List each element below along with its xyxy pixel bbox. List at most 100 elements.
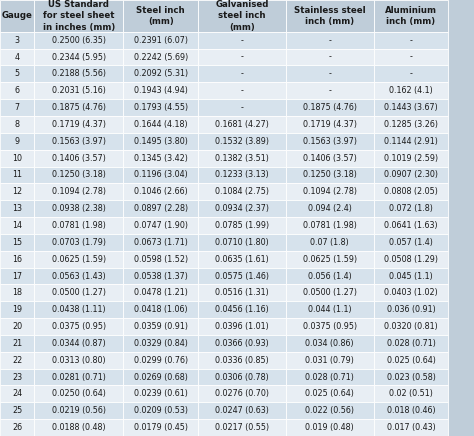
Bar [0, 352, 34, 368]
Bar [0, 99, 34, 116]
Bar [34, 301, 123, 318]
Bar [34, 49, 123, 65]
Text: 0.0403 (1.02): 0.0403 (1.02) [384, 288, 438, 297]
Text: Galvanised
steel inch
(mm): Galvanised steel inch (mm) [215, 0, 269, 31]
Text: 9: 9 [15, 137, 19, 146]
Text: 4: 4 [15, 53, 19, 61]
Text: -: - [240, 36, 244, 45]
Text: 26: 26 [12, 423, 22, 432]
Text: 0.2242 (5.69): 0.2242 (5.69) [134, 53, 188, 61]
Text: -: - [328, 36, 331, 45]
Text: 0.0907 (2.30): 0.0907 (2.30) [384, 170, 438, 180]
Text: 0.2092 (5.31): 0.2092 (5.31) [134, 69, 188, 78]
Text: 0.044 (1.1): 0.044 (1.1) [308, 305, 352, 314]
Text: 0.0641 (1.63): 0.0641 (1.63) [384, 221, 438, 230]
Bar [286, 402, 374, 419]
Bar [286, 301, 374, 318]
Text: 0.1144 (2.91): 0.1144 (2.91) [384, 137, 438, 146]
Bar [198, 352, 286, 368]
Bar [123, 318, 198, 335]
Text: 0.0375 (0.95): 0.0375 (0.95) [52, 322, 106, 331]
Bar [198, 217, 286, 234]
Bar [198, 200, 286, 217]
Bar [123, 99, 198, 116]
Text: 0.0635 (1.61): 0.0635 (1.61) [215, 255, 269, 264]
Text: 0.1250 (3.18): 0.1250 (3.18) [303, 170, 356, 180]
Bar [123, 167, 198, 184]
Text: 0.0478 (1.21): 0.0478 (1.21) [134, 288, 188, 297]
Text: 0.0336 (0.85): 0.0336 (0.85) [215, 356, 269, 365]
Text: 0.0209 (0.53): 0.0209 (0.53) [134, 406, 188, 415]
Text: 0.1196 (3.04): 0.1196 (3.04) [134, 170, 188, 180]
Bar [198, 402, 286, 419]
Text: 0.1406 (3.57): 0.1406 (3.57) [303, 153, 356, 163]
Bar [286, 99, 374, 116]
Text: 0.1875 (4.76): 0.1875 (4.76) [52, 103, 106, 112]
Text: 0.025 (0.64): 0.025 (0.64) [386, 356, 436, 365]
Text: 10: 10 [12, 153, 22, 163]
Text: 0.1094 (2.78): 0.1094 (2.78) [303, 187, 356, 196]
Text: 0.0250 (0.64): 0.0250 (0.64) [52, 389, 106, 399]
Bar [374, 234, 448, 251]
Bar [0, 301, 34, 318]
Text: 0.0747 (1.90): 0.0747 (1.90) [134, 221, 188, 230]
Text: 0.0456 (1.16): 0.0456 (1.16) [215, 305, 269, 314]
Bar [34, 284, 123, 301]
Text: 0.0269 (0.68): 0.0269 (0.68) [134, 372, 188, 382]
Text: 0.0938 (2.38): 0.0938 (2.38) [52, 204, 106, 213]
Bar [123, 234, 198, 251]
Bar [0, 116, 34, 133]
Bar [286, 217, 374, 234]
Text: 0.1793 (4.55): 0.1793 (4.55) [134, 103, 188, 112]
Bar [34, 402, 123, 419]
Text: 0.1406 (3.57): 0.1406 (3.57) [52, 153, 106, 163]
Text: 0.2500 (6.35): 0.2500 (6.35) [52, 36, 106, 45]
Text: 0.0625 (1.59): 0.0625 (1.59) [52, 255, 106, 264]
Bar [123, 116, 198, 133]
Text: 0.0598 (1.52): 0.0598 (1.52) [134, 255, 188, 264]
Bar [0, 368, 34, 385]
Bar [34, 217, 123, 234]
Text: 17: 17 [12, 272, 22, 280]
Text: 0.162 (4.1): 0.162 (4.1) [389, 86, 433, 95]
Text: 0.1250 (3.18): 0.1250 (3.18) [52, 170, 106, 180]
Bar [34, 82, 123, 99]
Text: 0.2344 (5.95): 0.2344 (5.95) [52, 53, 106, 61]
Text: 0.0710 (1.80): 0.0710 (1.80) [215, 238, 269, 247]
Text: 0.1019 (2.59): 0.1019 (2.59) [384, 153, 438, 163]
Bar [123, 217, 198, 234]
Bar [0, 49, 34, 65]
Bar [0, 234, 34, 251]
Text: 0.1233 (3.13): 0.1233 (3.13) [215, 170, 269, 180]
Bar [198, 268, 286, 284]
Bar [0, 318, 34, 335]
Bar [0, 150, 34, 167]
Text: 0.0306 (0.78): 0.0306 (0.78) [215, 372, 269, 382]
Text: 0.1681 (4.27): 0.1681 (4.27) [215, 120, 269, 129]
Bar [374, 284, 448, 301]
Text: 0.0500 (1.27): 0.0500 (1.27) [52, 288, 106, 297]
Text: 25: 25 [12, 406, 22, 415]
Text: 16: 16 [12, 255, 22, 264]
Text: 0.0516 (1.31): 0.0516 (1.31) [215, 288, 269, 297]
Bar [34, 268, 123, 284]
Text: 0.036 (0.91): 0.036 (0.91) [387, 305, 435, 314]
Text: 0.1563 (3.97): 0.1563 (3.97) [52, 137, 106, 146]
Bar [374, 419, 448, 436]
Bar [286, 32, 374, 49]
Text: Aluminium
inch (mm): Aluminium inch (mm) [385, 6, 437, 26]
Text: 0.1084 (2.75): 0.1084 (2.75) [215, 187, 269, 196]
Bar [198, 32, 286, 49]
Bar [0, 184, 34, 200]
Text: 0.057 (1.4): 0.057 (1.4) [389, 238, 433, 247]
Text: 0.1644 (4.18): 0.1644 (4.18) [134, 120, 188, 129]
Text: 13: 13 [12, 204, 22, 213]
Text: 0.0320 (0.81): 0.0320 (0.81) [384, 322, 438, 331]
Bar [198, 167, 286, 184]
Bar [123, 150, 198, 167]
Bar [374, 200, 448, 217]
Bar [286, 251, 374, 268]
Text: 0.0247 (0.63): 0.0247 (0.63) [215, 406, 269, 415]
Bar [198, 184, 286, 200]
Text: -: - [328, 69, 331, 78]
